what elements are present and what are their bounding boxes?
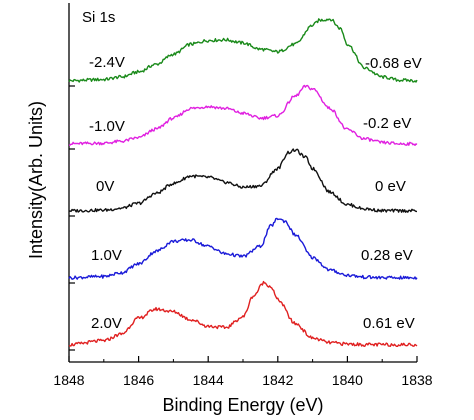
y-axis-title: Intensity(Arb. Units): [26, 101, 46, 259]
series-shift-label: 0.61 eV: [363, 315, 415, 332]
series-voltage-label: 2.0V: [91, 315, 122, 332]
series-voltage-label: 0V: [96, 178, 114, 195]
series-voltage-label: -1.0V: [89, 118, 125, 135]
series-voltage-label: 1.0V: [91, 247, 122, 264]
series-shift-label: 0.28 eV: [361, 247, 413, 264]
panel-label: Si 1s: [82, 9, 115, 26]
spectrum-line-4: [68, 217, 418, 280]
x-tick-label: 1838: [401, 372, 432, 388]
spectrum-line-1: [68, 18, 418, 83]
x-axis-title: Binding Energy (eV): [162, 395, 323, 415]
spectrum-line-5: [68, 280, 418, 347]
series-shift-label: -0.68 eV: [365, 55, 422, 72]
x-axis-ticks: 1848 1846 1844 1842 1840 1838: [53, 356, 433, 388]
spectrum-line-2: [68, 84, 418, 146]
spectrum-line-3: [68, 148, 417, 213]
series-voltage-label: -2.4V: [89, 54, 125, 71]
series-layer: [68, 18, 418, 347]
series-label-layer: -2.4V -0.68 eV -1.0V -0.2 eV 0V 0 eV 1.0V 0.28 …: [89, 54, 422, 332]
series-shift-label: 0 eV: [375, 178, 406, 195]
series-shift-label: -0.2 eV: [363, 115, 411, 132]
x-tick-label: 1840: [332, 372, 363, 388]
x-tick-label: 1844: [193, 372, 224, 388]
x-tick-label: 1848: [53, 372, 84, 388]
x-tick-label: 1846: [123, 372, 154, 388]
y-axis-ticks: [69, 85, 75, 351]
x-tick-label: 1842: [262, 372, 293, 388]
